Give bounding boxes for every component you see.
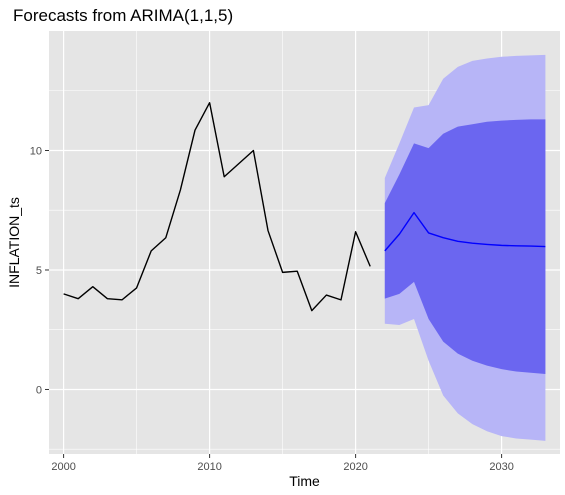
band-80-layer bbox=[384, 119, 546, 374]
observed-series-line bbox=[63, 101, 371, 312]
x-tick-label: 2010 bbox=[197, 461, 221, 473]
chart-title: Forecasts from ARIMA(1,1,5) bbox=[13, 6, 233, 25]
forecast-band-80 bbox=[384, 119, 546, 374]
y-tick-label: 10 bbox=[30, 145, 42, 157]
forecast-mean-line bbox=[384, 211, 546, 252]
series-lines bbox=[63, 101, 546, 312]
y-tick-label: 0 bbox=[36, 384, 42, 396]
x-tick-label: 2030 bbox=[489, 461, 513, 473]
x-tick-label: 2020 bbox=[343, 461, 367, 473]
y-axis-title: INFLATION_ts bbox=[6, 197, 22, 288]
x-axis-title: Time bbox=[289, 473, 320, 489]
axis-ticks: 2000 2010 2020 2030 0 5 10 bbox=[30, 145, 514, 473]
y-tick-label: 5 bbox=[36, 265, 42, 277]
x-tick-label: 2000 bbox=[51, 461, 75, 473]
